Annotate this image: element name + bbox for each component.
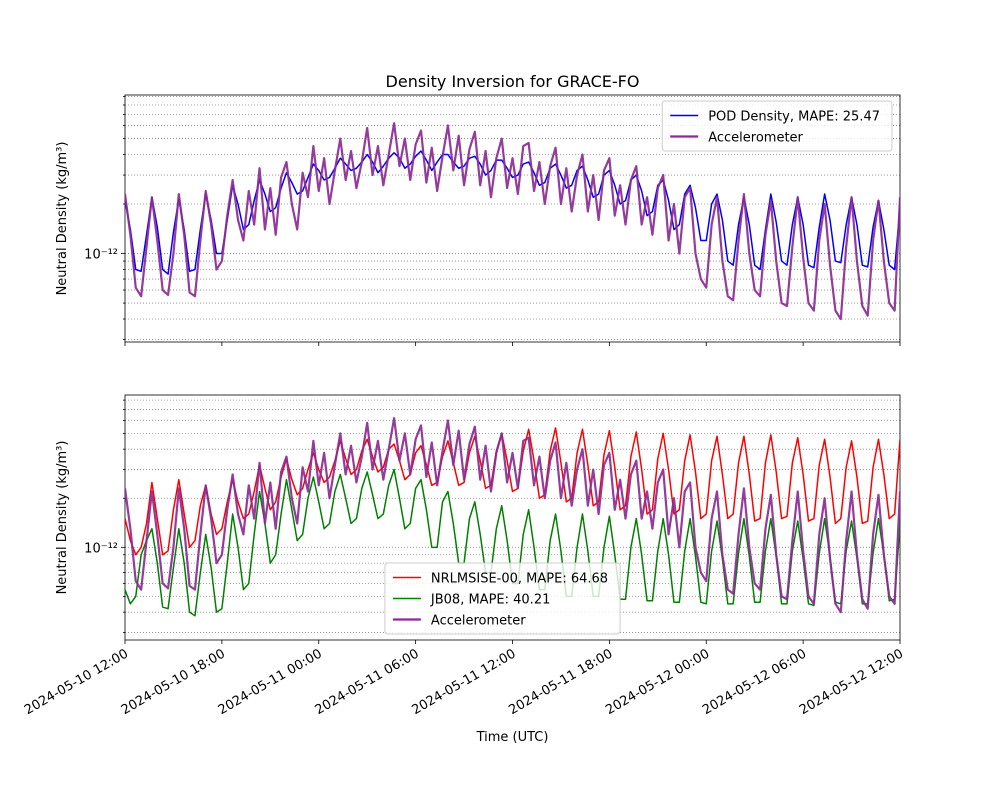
legend-label: POD Density, MAPE: 25.47 [708, 110, 880, 125]
series-line [125, 150, 900, 275]
axes-frame [124, 394, 901, 641]
y-tick-label: 10⁻¹² [84, 541, 118, 556]
axes: 10⁻¹² [84, 94, 901, 346]
legend-frame [661, 100, 893, 152]
legend-label: Accelerometer [431, 614, 526, 629]
x-axis-label: Time (UTC) [476, 730, 549, 745]
y-axis-label: Neutral Density (kg/m³) [55, 142, 70, 296]
legend-frame [384, 562, 621, 635]
y-axis-label: Neutral Density (kg/m³) [55, 441, 70, 595]
series-line [125, 122, 900, 321]
series-line [125, 427, 900, 556]
series-line [125, 417, 900, 614]
chart-title: Density Inversion for GRACE-FO [386, 72, 640, 91]
legend-label: Accelerometer [708, 131, 803, 146]
legend: NRLMSISE-00, MAPE: 64.68 JB08, MAPE: 40.2… [384, 562, 621, 635]
y-tick-label: 10⁻¹² [84, 248, 118, 263]
legend-label: JB08, MAPE: 40.21 [430, 593, 550, 608]
legend: POD Density, MAPE: 25.47 Accelerometer [661, 100, 893, 152]
legend-label: NRLMSISE-00, MAPE: 64.68 [431, 572, 608, 587]
plot-area [125, 122, 900, 321]
